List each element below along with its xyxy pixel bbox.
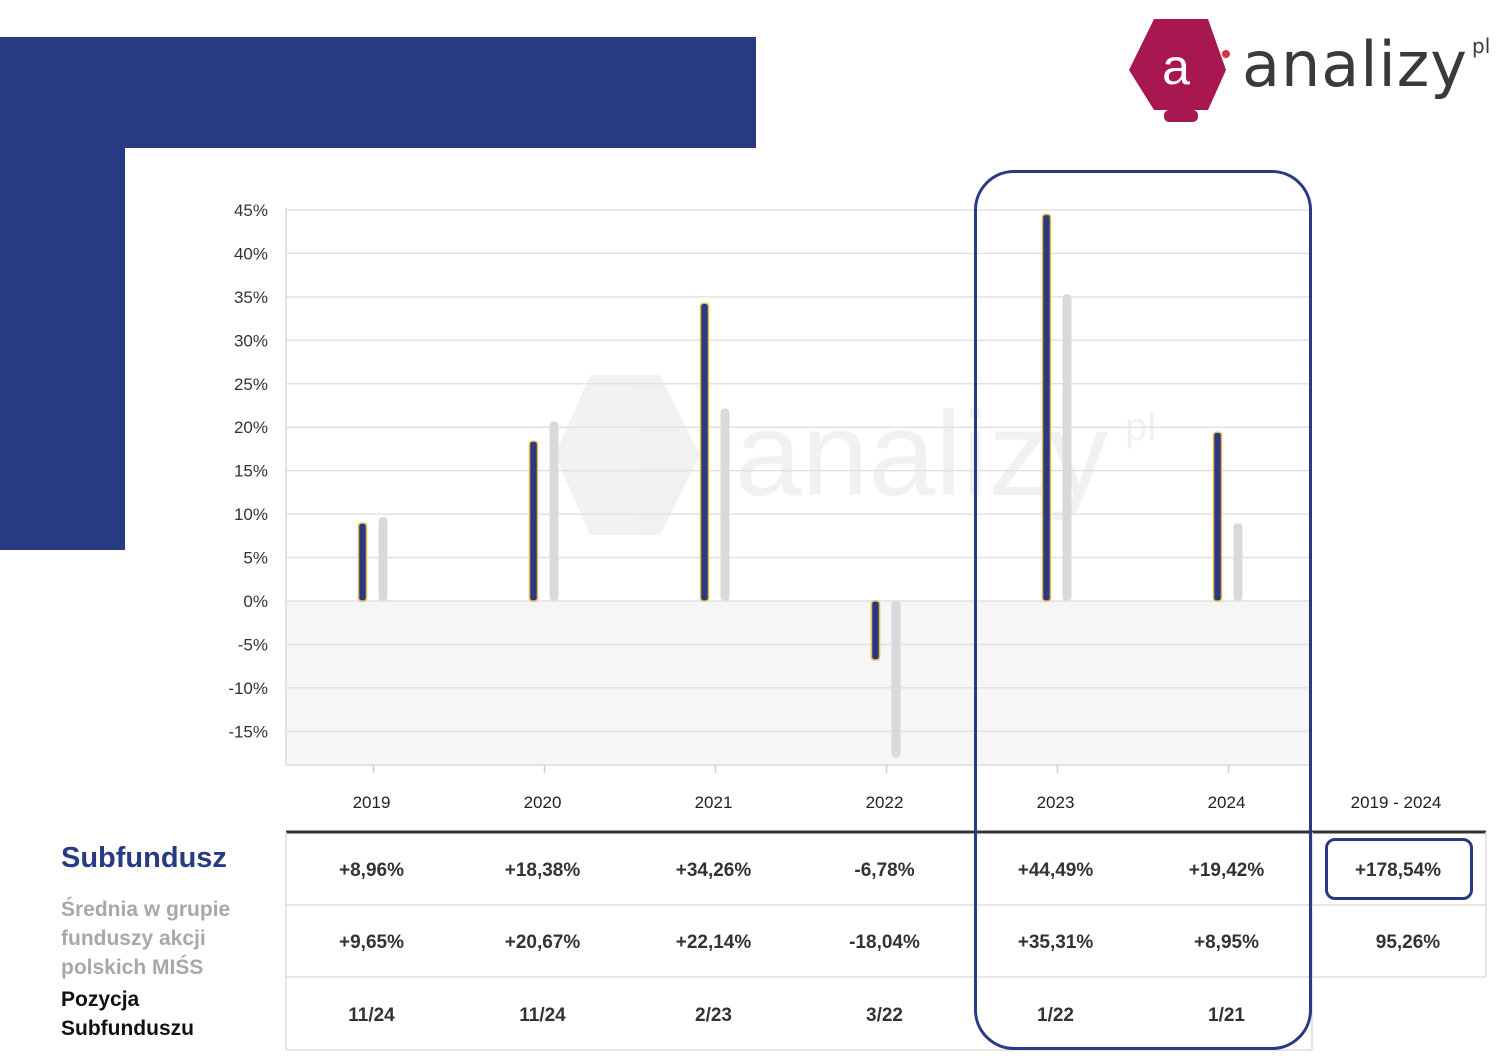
y-tick-label: -10% xyxy=(228,679,268,698)
fund-bar xyxy=(1212,431,1223,602)
y-tick-label: 35% xyxy=(234,288,268,307)
average-value-cell: +9,65% xyxy=(339,932,404,953)
average-value-cell: +22,14% xyxy=(676,932,752,953)
x-tick-label: 2023 xyxy=(1037,793,1075,812)
fund-value-cell: -6,78% xyxy=(854,860,914,881)
total-highlight-box xyxy=(1325,838,1473,900)
row-label-average: Średnia w grupie funduszy akcji polskich… xyxy=(61,898,231,979)
total-header: 2019 - 2024 xyxy=(1351,793,1442,812)
average-bar xyxy=(378,517,388,601)
fund-value-cell: +44,49% xyxy=(1018,860,1094,881)
average-value-cell: -18,04% xyxy=(849,932,920,953)
decor-band-left xyxy=(0,37,125,550)
average-value-cell: +8,95% xyxy=(1194,932,1259,953)
average-value-cell: +35,31% xyxy=(1018,932,1094,953)
y-tick-label: -15% xyxy=(228,722,268,741)
average-bar xyxy=(720,408,730,601)
position-value-cell: 11/24 xyxy=(519,1005,566,1026)
average-bar xyxy=(891,601,901,758)
fund-value-cell: +18,38% xyxy=(505,860,581,881)
average-total-cell: 95,26% xyxy=(1376,932,1441,953)
y-tick-label: 10% xyxy=(234,505,268,524)
fund-bar xyxy=(699,302,710,602)
average-value-cell: +20,67% xyxy=(505,932,581,953)
logo-word: analizy xyxy=(1242,28,1468,101)
average-bar xyxy=(549,421,559,601)
y-tick-label: 45% xyxy=(234,201,268,220)
y-tick-label: 30% xyxy=(234,331,268,350)
negative-zone xyxy=(286,601,1312,765)
analizy-logo: a analizy pl xyxy=(1126,14,1506,126)
y-tick-label: 20% xyxy=(234,418,268,437)
row-label-position: Pozycja Subfunduszu xyxy=(61,988,194,1040)
position-value-cell: 3/22 xyxy=(866,1005,903,1026)
position-value-cell: 2/23 xyxy=(695,1005,732,1026)
logo-hexagon-icon: a xyxy=(1129,19,1230,122)
row-label-fund: Subfundusz xyxy=(61,842,227,874)
y-tick-label: 5% xyxy=(243,549,268,568)
fund-value-cell: +34,26% xyxy=(676,860,752,881)
position-value-cell: 1/21 xyxy=(1208,1005,1245,1026)
position-value-cell: 1/22 xyxy=(1037,1005,1074,1026)
fund-bar xyxy=(357,522,368,602)
x-tick-label: 2020 xyxy=(524,793,562,812)
fund-total-cell: +178,54% xyxy=(1355,860,1441,881)
y-tick-label: 25% xyxy=(234,375,268,394)
fund-bar xyxy=(1041,213,1052,602)
y-tick-label: 40% xyxy=(234,244,268,263)
y-tick-label: -5% xyxy=(238,635,268,654)
watermark-word: analizy xyxy=(735,387,1109,521)
x-tick-label: 2019 xyxy=(353,793,391,812)
fund-value-cell: +8,96% xyxy=(339,860,404,881)
fund-bar xyxy=(528,440,539,602)
fund-bar xyxy=(870,600,881,661)
average-bar xyxy=(1062,294,1072,601)
fund-value-cell: +19,42% xyxy=(1189,860,1265,881)
average-bar xyxy=(1233,523,1243,601)
x-tick-label: 2022 xyxy=(866,793,904,812)
y-tick-label: 15% xyxy=(234,462,268,481)
logo-sup: pl xyxy=(1472,34,1491,58)
position-value-cell: 11/24 xyxy=(348,1005,395,1026)
x-tick-label: 2024 xyxy=(1208,793,1246,812)
x-tick-label: 2021 xyxy=(695,793,733,812)
decor-band-top xyxy=(0,37,756,148)
logo-letter: a xyxy=(1162,39,1190,95)
y-tick-label: 0% xyxy=(243,592,268,611)
